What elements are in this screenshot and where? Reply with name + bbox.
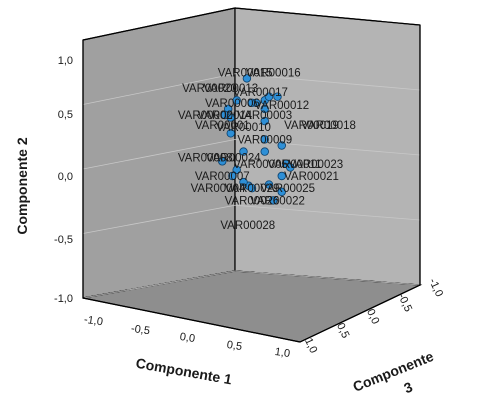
x-axis-title: Componente 1 (135, 355, 234, 388)
data-point (218, 157, 227, 166)
gridline-back-1 (234, 204, 421, 221)
point-label: VAR00023 (288, 159, 343, 171)
data-point (277, 141, 286, 150)
data-point (226, 129, 235, 138)
data-point (260, 147, 269, 156)
z-axis-title-line1: Componente (350, 348, 436, 395)
point-label: VAR00008 (178, 153, 233, 165)
y-tick-label: -0,5 (54, 234, 73, 246)
point-label: VAR00010 (216, 122, 271, 134)
x-tick-label: -0,5 (130, 323, 150, 338)
data-point (260, 116, 269, 126)
z-tick-label: 1,0 (302, 336, 319, 355)
z-tick-label: 0,0 (364, 307, 381, 326)
point-label: VAR00017 (233, 87, 288, 99)
data-point (260, 135, 269, 144)
x-tick-label: -1,0 (83, 314, 103, 329)
y-tick-label: 0,5 (58, 109, 73, 121)
point-label: VAR00004 (191, 183, 246, 195)
point-label: VAR00028 (220, 220, 275, 232)
point-label: VAR00013 (203, 83, 258, 95)
y-axis-ticks: -1,0 -0,5 0,0 0,5 1,0 (54, 55, 73, 305)
x-tick-label: 1,0 (274, 346, 291, 360)
gridline-back-0 (234, 270, 421, 286)
point-label: VAR00006 (205, 98, 260, 110)
point-label: VAR00011 (268, 159, 322, 171)
z-axis-title-line2: 3 (402, 378, 415, 396)
box-edges (82, 7, 421, 343)
gridline-left-2 (82, 139, 236, 170)
data-point (260, 104, 269, 114)
point-label: VAR00029 (225, 183, 280, 195)
y-tick-label: 0,0 (58, 171, 73, 183)
data-point (247, 183, 257, 193)
point-label: VAR00021 (284, 171, 339, 183)
data-point (264, 180, 274, 189)
data-point (226, 113, 235, 122)
point-label: VAR00025 (260, 183, 315, 195)
data-point (242, 74, 252, 83)
data-point (239, 147, 248, 156)
data-point (277, 187, 286, 197)
point-label: VAR00001 (195, 120, 250, 132)
point-label: VAR00024 (206, 153, 261, 165)
point-label: VAR00009 (237, 134, 292, 146)
y-axis-title: Componente 2 (14, 137, 30, 234)
point-label: VAR00026 (225, 195, 280, 207)
x-tick-label: 0,5 (226, 339, 243, 353)
point-label: VAR00022 (250, 195, 305, 207)
point-label: VAR00019 (284, 120, 339, 132)
point-label: VAR00012 (254, 100, 309, 112)
data-point (286, 163, 295, 172)
point-label: VAR00016 (246, 67, 301, 79)
z-tick-label: -1,0 (426, 277, 445, 299)
point-label: VAR00002 (178, 110, 233, 122)
point-label: VAR00014 (197, 110, 252, 122)
back-wall-panel (234, 7, 421, 286)
gridline-left-1 (82, 204, 236, 234)
data-point (277, 171, 286, 181)
data-point (239, 177, 248, 187)
y-tick-label: 1,0 (58, 55, 73, 67)
point-label: VAR00015 (218, 67, 273, 79)
data-point (269, 196, 278, 205)
z-tick-label: 0,5 (334, 321, 351, 340)
point-label: VAR00003 (237, 110, 292, 122)
point-label: VAR00020 (182, 83, 237, 95)
x-axis-ticks: -1,0 -0,5 0,0 0,5 1,0 (83, 314, 291, 360)
data-markers (218, 74, 295, 205)
data-point (232, 96, 241, 105)
gridline-back-3 (234, 73, 421, 91)
y-tick-label: -1,0 (54, 293, 73, 305)
data-point (232, 165, 241, 175)
gridline-left-3 (82, 73, 236, 105)
data-point (228, 171, 237, 181)
z-tick-label: -0,5 (395, 292, 414, 314)
data-point (273, 92, 282, 101)
data-point (264, 92, 274, 101)
data-point (252, 98, 261, 107)
x-tick-label: 0,0 (179, 331, 196, 345)
gridline-left-0 (82, 270, 236, 299)
point-label: VAR00007 (195, 171, 250, 183)
point-label: VAR00005 (233, 159, 288, 171)
point-label: VAR00018 (301, 120, 356, 132)
